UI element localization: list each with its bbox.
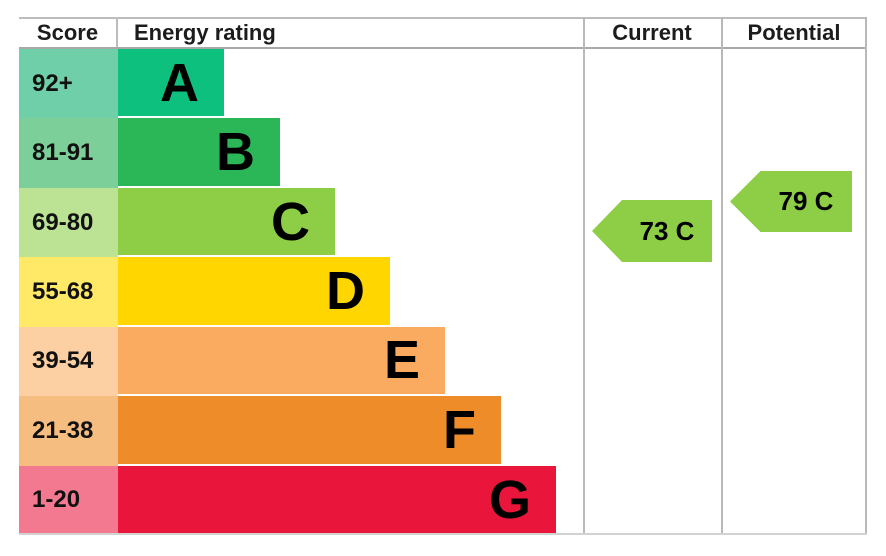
- band-score-range: 69-80: [19, 187, 118, 258]
- rating-band-row: 55-68 D: [19, 257, 583, 327]
- current-rating-arrow: 73 C: [592, 200, 712, 262]
- band-bar: D: [118, 257, 390, 327]
- band-score-range: 39-54: [19, 326, 118, 397]
- band-bar: C: [118, 187, 335, 258]
- rating-band-row: 39-54 E: [19, 326, 583, 397]
- current-rating-label: 73 C: [639, 215, 695, 246]
- band-letter: B: [216, 122, 255, 183]
- band-letter: A: [160, 52, 199, 113]
- band-letter: C: [271, 191, 310, 252]
- band-letter: E: [383, 330, 420, 391]
- divider-chart-current: [583, 17, 585, 535]
- divider-current-potential: [721, 17, 723, 535]
- table-right-border: [865, 17, 867, 535]
- band-score-range: 55-68: [19, 257, 118, 327]
- band-bar: B: [118, 118, 280, 188]
- band-score-range: 21-38: [19, 396, 118, 466]
- current-column-header: Current: [612, 20, 692, 45]
- band-bar: F: [118, 396, 501, 466]
- band-score-range: 81-91: [19, 118, 118, 188]
- table-bottom-border: [19, 533, 867, 535]
- band-letter: G: [488, 470, 531, 531]
- band-letter: F: [443, 399, 476, 460]
- rating-bands: 92+ A 81-91 B 69-80 C 55-68 D 39-54 E 21…: [19, 49, 583, 535]
- band-letter: D: [326, 260, 365, 321]
- epc-table: Score Energy rating Current Potential 92…: [19, 17, 867, 535]
- rating-band-row: 1-20 G: [19, 465, 583, 535]
- score-column-header: Score: [19, 19, 118, 47]
- rating-band-row: 92+ A: [19, 49, 583, 119]
- potential-rating-arrow: 79 C: [730, 171, 852, 232]
- band-score-range: 1-20: [19, 465, 118, 535]
- rating-band-row: 21-38 F: [19, 396, 583, 466]
- rating-band-row: 69-80 C: [19, 187, 583, 258]
- energy-rating-column-header: Energy rating: [134, 20, 276, 45]
- band-bar: G: [118, 465, 556, 535]
- potential-rating-label: 79 C: [778, 186, 834, 216]
- table-header: Score Energy rating Current Potential: [19, 17, 867, 49]
- band-bar: E: [118, 326, 445, 397]
- band-bar: A: [118, 49, 224, 119]
- potential-column-header: Potential: [747, 20, 841, 45]
- rating-band-row: 81-91 B: [19, 118, 583, 188]
- band-score-range: 92+: [19, 49, 118, 119]
